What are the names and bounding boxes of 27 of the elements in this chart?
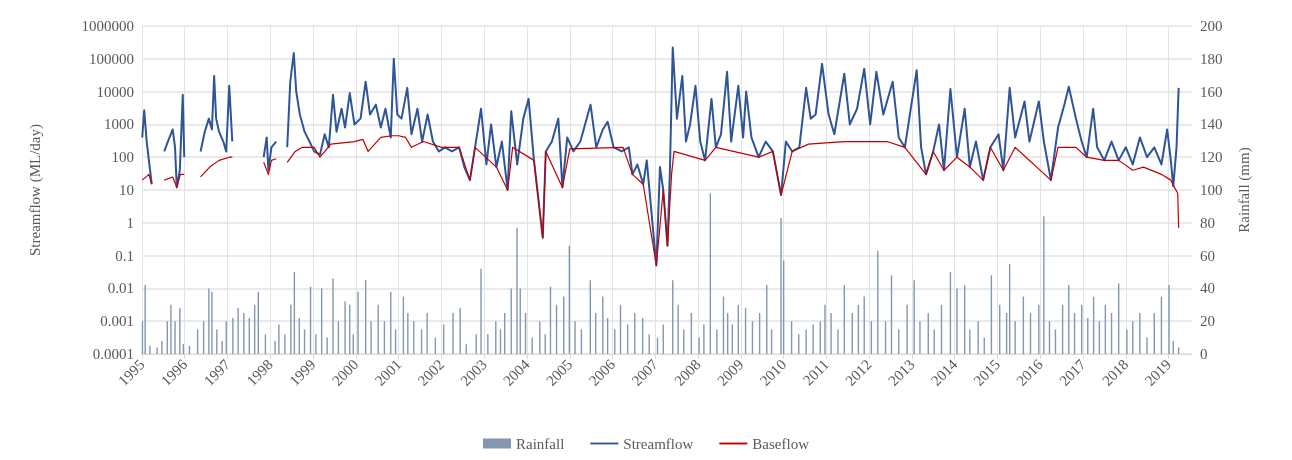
y-tick-label: 0.001 — [100, 313, 134, 330]
y2-tick-label: 180 — [1200, 50, 1223, 67]
y-tick-label: 0.01 — [107, 280, 134, 297]
y-tick-label: 1 — [126, 214, 134, 231]
y-tick-label: 0.0001 — [92, 346, 134, 362]
y2-tick-label: 80 — [1200, 214, 1215, 231]
y2-tick-label: 60 — [1200, 247, 1215, 264]
y-tick-label: 10 — [119, 182, 134, 198]
y-tick-label: 1000000 — [81, 18, 134, 34]
y-tick-label: 0.1 — [115, 247, 134, 264]
y-tick-label: 10000 — [96, 83, 134, 100]
y2-tick-label: 160 — [1200, 83, 1223, 100]
y2-tick-label: 200 — [1200, 18, 1223, 34]
legend-label: Streamflow — [623, 435, 694, 452]
legend-label: Baseflow — [752, 435, 810, 452]
y-tick-label: 100 — [111, 149, 134, 166]
y2-tick-label: 20 — [1200, 313, 1215, 330]
y2-tick-label: 0 — [1200, 346, 1208, 362]
y-axis-title: Streamflow (ML/day) — [26, 123, 44, 257]
y-tick-label: 1000 — [104, 116, 134, 133]
y-tick-label: 100000 — [89, 50, 134, 67]
y2-tick-label: 40 — [1200, 280, 1215, 297]
y2-tick-label: 140 — [1200, 116, 1223, 133]
y2-tick-label: 100 — [1200, 182, 1223, 198]
legend-label: Rainfall — [516, 435, 565, 452]
y2-axis-title: Rainfall (mm) — [1235, 147, 1253, 233]
y2-tick-label: 120 — [1200, 149, 1223, 166]
